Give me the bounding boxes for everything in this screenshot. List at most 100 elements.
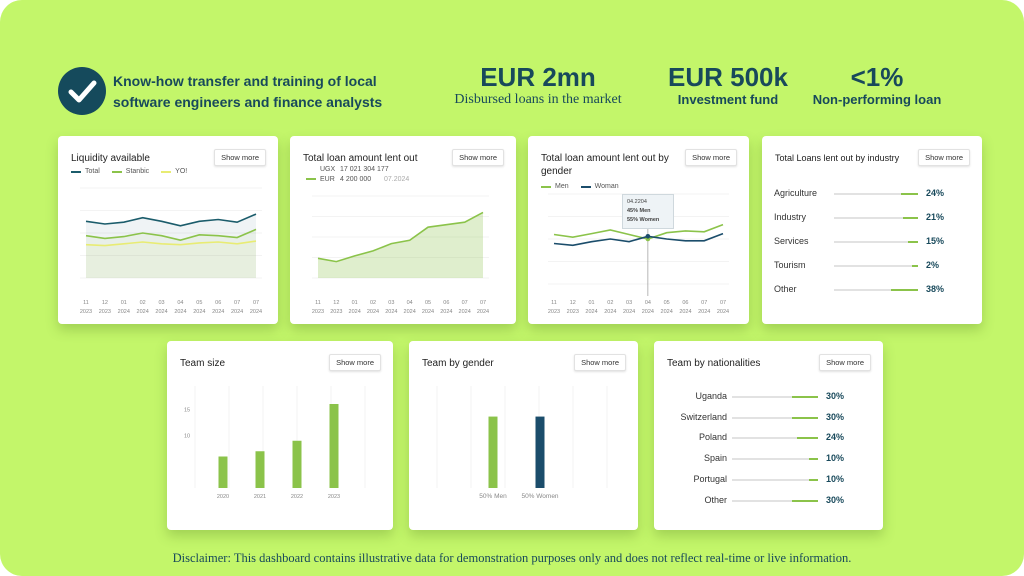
liquidity-line-chart: 11 2023 12 2023 01 2024 02 2024 03 2024 04 2024 05 20…	[80, 187, 262, 315]
x-tick-label: 2024	[212, 309, 224, 315]
list-item-percent: 30%	[826, 391, 845, 401]
x-tick-label: 06	[443, 300, 449, 306]
list-item-label: Switzerland	[680, 411, 727, 422]
legend-item-stanbic: Stanbic	[111, 168, 149, 175]
list-item-percent: 10%	[826, 473, 845, 484]
list-item: Agriculture 24%	[762, 186, 982, 202]
check-circle-icon	[58, 67, 106, 115]
kpi-label: Disbursed loans in the market	[454, 92, 622, 107]
team-gender-bar-chart: 50% Men 50% Women	[436, 386, 608, 500]
kpi-value: EUR 500k	[668, 62, 788, 92]
list-item: Other 38%	[762, 282, 982, 298]
x-tick-label: 11	[551, 300, 557, 306]
bar-men	[488, 416, 498, 488]
x-tick-label: 02	[607, 300, 613, 306]
show-more-button[interactable]: Show more	[329, 354, 381, 371]
progress-track	[732, 458, 818, 461]
kpi-non-performing-loan: <1% Non-performing loan	[802, 62, 952, 108]
show-more-button[interactable]: Show more	[819, 354, 871, 371]
x-tick-label: 2024	[477, 309, 489, 315]
x-tick-label: 07	[701, 300, 707, 306]
y-tick-label: 10	[184, 434, 190, 440]
chart-tooltip: 04.2204 45% Men 55% Women	[622, 194, 674, 229]
progress-fill	[809, 478, 818, 481]
progress-fill	[903, 217, 918, 219]
x-tick-label: 2024	[174, 309, 186, 315]
progress-track	[834, 265, 918, 267]
progress-fill	[792, 499, 818, 502]
x-tick-label: 2024	[250, 309, 262, 315]
chart-legend: Total Stanbic YO!	[71, 168, 187, 175]
x-tick-label: 2024	[661, 309, 673, 315]
x-tick-label: 2023	[330, 309, 342, 315]
loan-gender-line-chart: 11 2023 12 2023 01 2024 02 2024 03 2024 04 2024 05 20…	[548, 193, 729, 315]
show-more-button[interactable]: Show more	[685, 149, 737, 166]
series-line-men	[553, 223, 724, 240]
show-more-button[interactable]: Show more	[918, 149, 970, 166]
x-tick-label: 2024	[679, 309, 691, 315]
list-item-percent: 21%	[926, 212, 945, 222]
x-tick-label: 2023	[548, 309, 560, 315]
chart-legend: Men Woman	[541, 183, 619, 190]
x-tick-label: 07	[253, 300, 259, 306]
kpi-value: EUR 2mn	[480, 62, 596, 92]
legend-item-yo: YO!	[161, 168, 187, 175]
kpi-label: Investment fund	[677, 92, 779, 107]
show-more-button[interactable]: Show more	[214, 149, 266, 166]
x-tick-label: 03	[626, 300, 632, 306]
x-tick-label: 2024	[604, 309, 616, 315]
kpi-label: Non-performing loan	[812, 92, 942, 107]
show-more-button[interactable]: Show more	[452, 149, 504, 166]
list-item-percent: 24%	[826, 432, 845, 443]
x-tick-label: 11	[83, 300, 89, 306]
progress-track	[732, 478, 818, 481]
x-tick-label: 50% Men	[479, 493, 507, 500]
bar-women	[535, 416, 545, 488]
show-more-button[interactable]: Show more	[574, 354, 626, 371]
list-item-percent: 2%	[926, 260, 940, 270]
x-tick-label: 06	[682, 300, 688, 306]
x-tick-label: 2024	[623, 309, 635, 315]
tooltip-women: 55% Women	[627, 217, 660, 223]
list-item: Other 30%	[654, 493, 883, 509]
series-area-eur	[318, 212, 483, 278]
x-tick-label: 2024	[642, 309, 654, 315]
card-title: Team by nationalities	[667, 358, 761, 369]
x-tick-label: 07	[462, 300, 468, 306]
nationalities-card: Team by nationalities Show more Uganda 30…	[654, 341, 883, 530]
loan-gender-card: Total loan amount lent out by gender Sho…	[528, 136, 749, 324]
x-tick-label: 12	[102, 300, 108, 306]
list-item: Uganda 30%	[654, 389, 883, 405]
x-tick-label: 07	[720, 300, 726, 306]
list-item-label: Tourism	[774, 260, 806, 270]
bar-2023	[329, 404, 339, 488]
progress-track	[732, 416, 818, 419]
progress-fill	[891, 289, 918, 291]
list-item-label: Agriculture	[774, 188, 818, 198]
bar-2021	[255, 451, 265, 488]
list-item: Switzerland 30%	[654, 410, 883, 426]
y-tick-label: 15	[184, 407, 190, 413]
x-tick-label: 2024	[367, 309, 379, 315]
list-item: Services 15%	[762, 234, 982, 250]
series-line-stanbic	[85, 228, 257, 242]
x-tick-label: 04	[407, 300, 413, 306]
team-size-bar-chart: 15 10 2020 2021 2022 2023	[184, 386, 366, 500]
x-tick-label: 04	[645, 300, 651, 306]
x-tick-label: 02	[370, 300, 376, 306]
total-loan-card: Total loan amount lent out Show more UGX…	[290, 136, 516, 324]
x-tick-label: 01	[588, 300, 594, 306]
list-item-label: Industry	[774, 212, 807, 222]
series-area-total	[86, 214, 256, 278]
x-tick-label: 01	[121, 300, 127, 306]
x-tick-label: 2024	[717, 309, 729, 315]
progress-fill	[809, 458, 818, 461]
x-tick-label: 05	[196, 300, 202, 306]
list-item-percent: 38%	[926, 284, 945, 294]
kpi-disbursed-loans: EUR 2mn Disbursed loans in the market	[440, 62, 636, 108]
industry-card: Total Loans lent out by industry Show mo…	[762, 136, 982, 324]
x-tick-label: 2024	[459, 309, 471, 315]
progress-track	[834, 217, 918, 219]
x-tick-label: 2024	[193, 309, 205, 315]
